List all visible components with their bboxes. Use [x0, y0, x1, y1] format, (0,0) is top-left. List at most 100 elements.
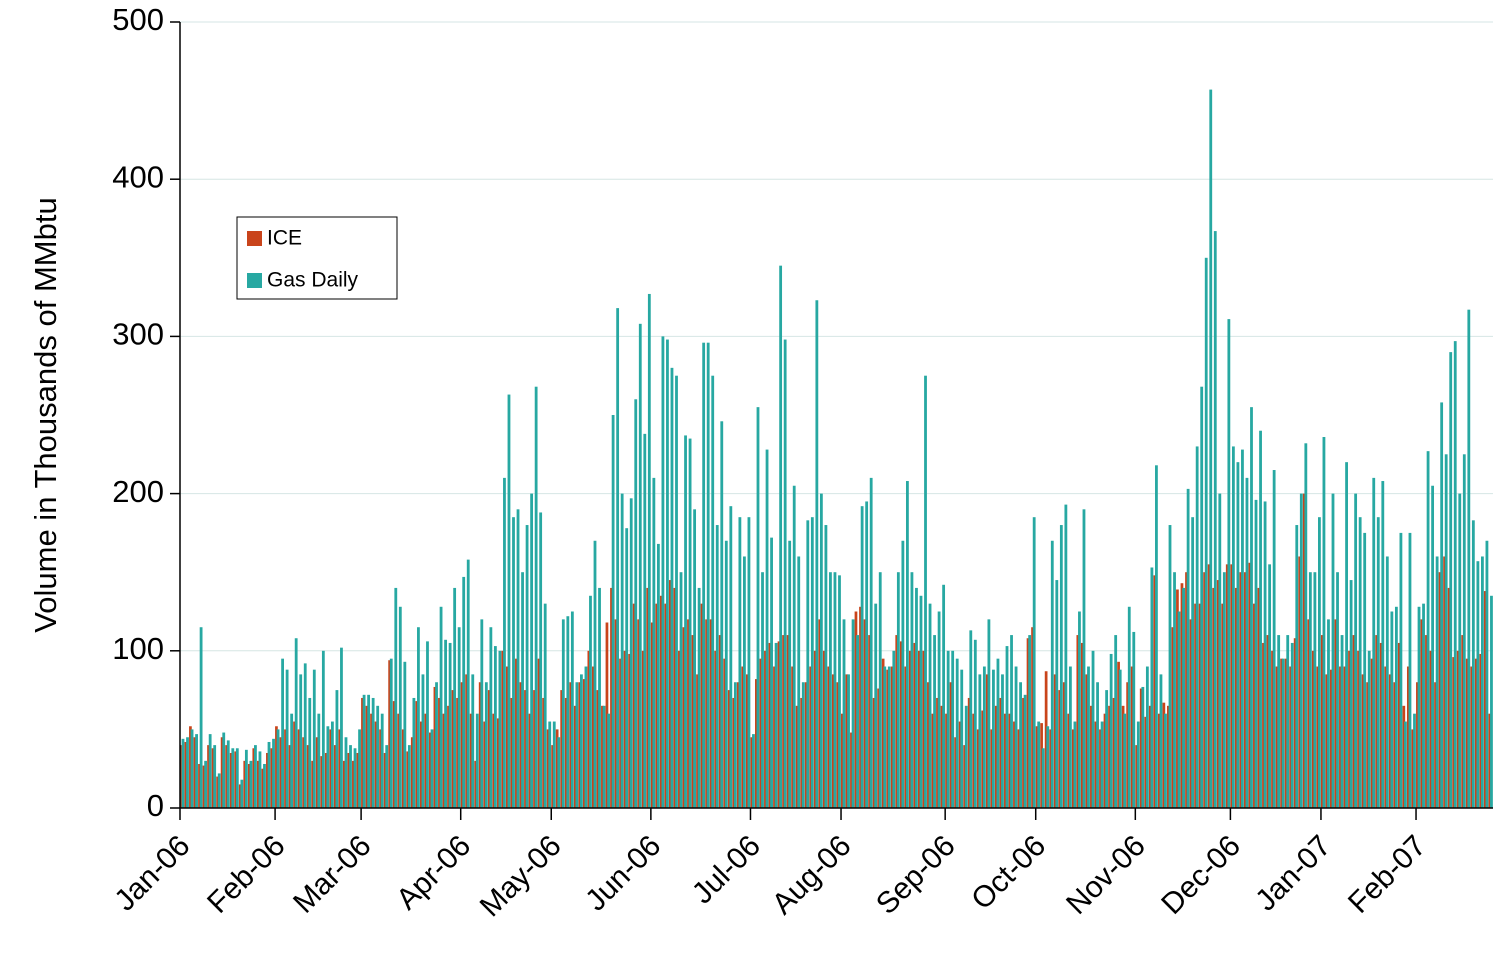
bar — [1078, 611, 1081, 808]
bar — [1123, 713, 1127, 808]
bar — [702, 342, 706, 808]
bar — [831, 674, 835, 808]
bar — [1275, 666, 1279, 808]
bar — [226, 740, 230, 808]
bar — [1422, 603, 1425, 808]
bar — [1182, 587, 1185, 808]
bar — [397, 713, 401, 808]
legend-label: ICE — [267, 227, 302, 250]
bar — [1408, 532, 1412, 808]
bar — [788, 540, 792, 808]
bar — [189, 726, 192, 808]
bar — [901, 540, 905, 808]
bar — [859, 606, 862, 808]
bar — [1173, 572, 1176, 808]
bar — [1058, 690, 1062, 808]
x-tick-label: Jul-06 — [686, 829, 767, 910]
bar — [1159, 674, 1163, 808]
bar — [655, 603, 659, 808]
bar — [516, 509, 520, 808]
bar — [439, 606, 443, 808]
bar — [1438, 572, 1442, 808]
bar — [484, 682, 488, 808]
bar — [216, 776, 219, 808]
bar — [582, 679, 586, 808]
x-tick-label: Nov-06 — [1060, 829, 1152, 921]
bar — [1417, 606, 1421, 808]
bar — [1277, 635, 1281, 808]
y-tick-label: 100 — [112, 631, 164, 666]
bar — [293, 721, 296, 808]
bar — [1145, 666, 1149, 808]
bar — [842, 619, 846, 808]
bar — [252, 748, 256, 808]
bar — [854, 611, 858, 808]
bar — [714, 650, 717, 808]
bar — [1055, 580, 1059, 808]
bar — [818, 619, 822, 808]
bar — [601, 705, 604, 808]
bar — [1031, 627, 1034, 808]
bar — [1272, 470, 1276, 808]
bar — [225, 745, 228, 808]
bar — [666, 339, 669, 808]
bar — [1130, 666, 1134, 808]
bar — [389, 658, 393, 808]
bar — [637, 619, 641, 808]
bar — [1167, 705, 1170, 808]
bar — [700, 603, 704, 808]
bar — [931, 713, 935, 808]
bar — [682, 627, 686, 808]
y-tick-label: 500 — [112, 2, 164, 37]
bar — [1100, 721, 1104, 808]
bar — [266, 752, 269, 808]
bar — [560, 690, 564, 808]
bar — [668, 580, 672, 808]
bar — [610, 587, 613, 808]
bar — [208, 734, 212, 808]
bar — [1257, 587, 1261, 808]
bar — [1388, 674, 1392, 808]
bar — [352, 760, 355, 808]
bar — [896, 572, 900, 808]
bar — [985, 674, 989, 808]
bar — [1013, 721, 1016, 808]
bar — [326, 726, 330, 808]
bar — [942, 584, 946, 808]
bar — [890, 666, 894, 808]
bar — [240, 779, 244, 808]
bar — [335, 690, 339, 808]
bar — [460, 682, 464, 808]
bar — [1284, 658, 1288, 808]
bar — [285, 669, 289, 808]
bar — [288, 745, 292, 808]
bar — [777, 641, 781, 808]
bar — [759, 658, 763, 808]
bar — [915, 587, 918, 808]
bar — [904, 666, 908, 808]
bar — [376, 705, 380, 808]
bar — [419, 721, 423, 808]
bar — [503, 477, 506, 808]
bar — [810, 517, 814, 808]
bar — [727, 690, 731, 808]
bar — [1099, 729, 1102, 808]
bar — [688, 438, 692, 808]
bar — [1449, 352, 1453, 808]
bar — [976, 729, 980, 808]
bar — [723, 658, 727, 808]
bar — [715, 525, 719, 808]
bar — [320, 756, 324, 808]
bar — [1139, 688, 1143, 808]
bar — [1348, 650, 1351, 808]
bar — [249, 760, 253, 808]
bar — [1250, 407, 1253, 808]
bar — [706, 342, 710, 808]
bar — [1168, 525, 1172, 808]
bar — [1028, 635, 1032, 808]
bar — [883, 666, 887, 808]
bar — [534, 386, 538, 808]
bar — [1340, 635, 1344, 808]
bar — [733, 682, 737, 808]
bar — [374, 721, 378, 808]
